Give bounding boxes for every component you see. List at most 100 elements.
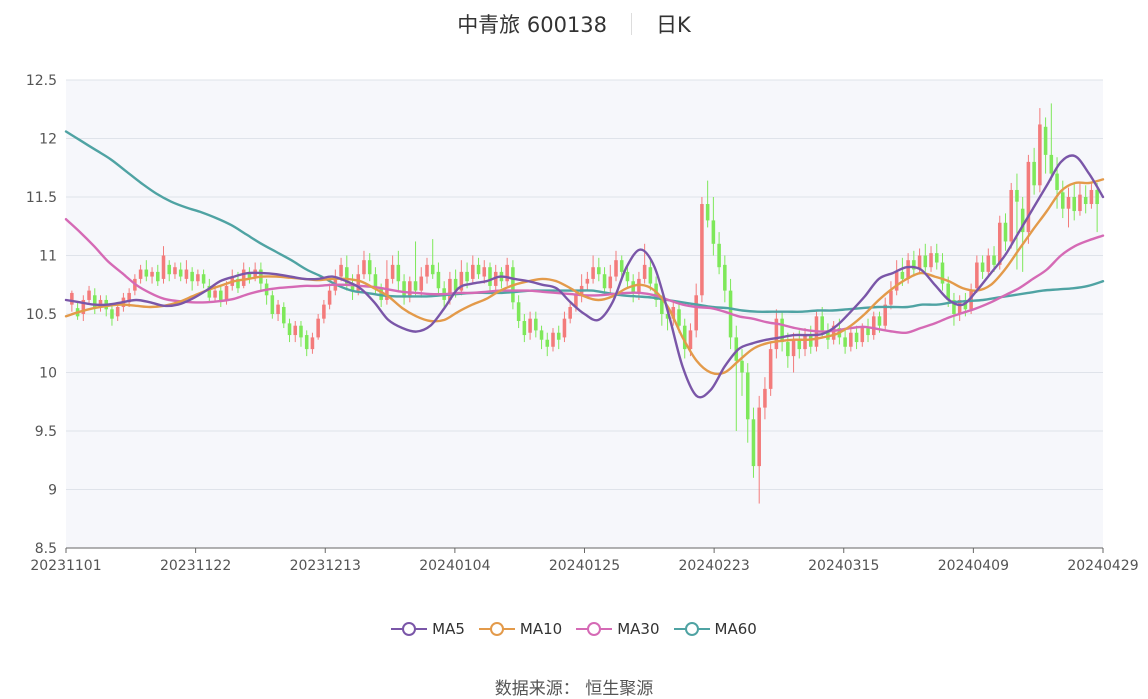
- candle-body: [682, 325, 687, 350]
- candle-body: [734, 337, 739, 361]
- candle-body: [820, 316, 824, 331]
- x-tick-label: 20240429: [1067, 558, 1138, 574]
- candle-body: [843, 337, 847, 347]
- candle-body: [1083, 197, 1088, 205]
- ma5-line: [64, 154, 1105, 399]
- y-tick-label: 12.5: [26, 73, 57, 89]
- candle-body: [1066, 197, 1071, 209]
- candle-body: [287, 323, 292, 336]
- candle-body: [688, 330, 693, 350]
- candle-body: [797, 339, 802, 350]
- candle-body: [539, 330, 544, 340]
- candle-body: [161, 255, 166, 279]
- source-name: 恒生聚源: [585, 679, 654, 699]
- candle-body: [1055, 173, 1059, 190]
- candle-body: [207, 285, 212, 298]
- candle-body: [1078, 194, 1082, 212]
- candle-body: [1095, 189, 1099, 205]
- candle-body: [322, 304, 326, 319]
- candle-body: [534, 318, 538, 331]
- candle-body: [614, 260, 618, 277]
- candle-body: [705, 204, 710, 221]
- candle-body: [476, 264, 481, 275]
- candle-body: [757, 407, 761, 467]
- candle-body: [860, 328, 865, 343]
- legend-label-ma5: MA5: [432, 620, 465, 638]
- candle-body: [574, 295, 578, 307]
- candle-body: [912, 260, 916, 270]
- candle-body: [768, 349, 773, 389]
- candle-body: [304, 335, 309, 350]
- candle-body: [786, 342, 790, 357]
- candle-body: [774, 318, 779, 350]
- candle-body: [430, 264, 435, 275]
- candle-body: [167, 264, 172, 275]
- chart-title: 中青旅 600138 日K: [0, 8, 1148, 40]
- legend-item-ma10[interactable]: MA10: [478, 620, 562, 638]
- candle-body: [173, 267, 177, 275]
- candle-body: [568, 306, 572, 319]
- candle-body: [625, 271, 630, 282]
- candle-body: [178, 269, 183, 277]
- candle-body: [934, 253, 939, 263]
- candle-body: [1060, 192, 1065, 209]
- candle-body: [92, 295, 97, 309]
- candle-body: [700, 204, 704, 296]
- candle-body: [975, 262, 979, 289]
- candle-body: [224, 285, 229, 300]
- candle-body: [396, 264, 401, 282]
- candle-body: [390, 264, 395, 279]
- legend-label-ma60: MA60: [714, 620, 757, 638]
- candle-body: [723, 264, 727, 291]
- candle-body: [247, 271, 252, 279]
- candle-body: [70, 292, 74, 305]
- candle-body: [465, 271, 469, 282]
- candle-body: [957, 299, 962, 314]
- candle-body: [831, 325, 836, 340]
- candle-body: [236, 278, 240, 289]
- kline-chart: 8.5 9 9.5 10 10.5 11 11.5 12 12.5 20231101 2023112…: [26, 73, 1139, 574]
- candle-body: [436, 271, 441, 289]
- candle-body: [671, 306, 676, 319]
- candle-body: [963, 299, 968, 310]
- candle-body: [144, 269, 149, 277]
- candle-body: [453, 278, 458, 291]
- x-tick-label: 20231101: [30, 558, 101, 574]
- candle-body: [310, 337, 315, 350]
- candle-body: [745, 372, 750, 420]
- candle-body: [350, 283, 355, 291]
- candle-body: [316, 318, 320, 338]
- candle-body: [952, 299, 956, 314]
- candle-body: [986, 255, 991, 272]
- candle-body: [327, 290, 332, 305]
- candle-body: [1072, 197, 1077, 212]
- candle-body: [1032, 161, 1036, 186]
- candle-body: [488, 267, 492, 286]
- candle-body: [299, 325, 303, 338]
- candle-body: [184, 269, 189, 279]
- candle-body: [556, 332, 561, 340]
- candle-body: [345, 267, 349, 284]
- candle-body: [127, 292, 131, 303]
- candle-body: [883, 304, 887, 326]
- candle-body: [619, 260, 624, 272]
- ma60-line: [64, 130, 1105, 313]
- candle-body: [471, 264, 475, 279]
- candle-body: [138, 269, 143, 279]
- candle-body: [505, 264, 509, 282]
- candle-body: [763, 388, 767, 408]
- legend-item-ma60[interactable]: MA60: [673, 620, 757, 638]
- candle-body: [900, 271, 905, 279]
- candle-body: [808, 335, 813, 347]
- legend-item-ma5[interactable]: MA5: [391, 620, 465, 638]
- candle-body: [871, 316, 876, 336]
- candle-body: [196, 274, 200, 282]
- candle-body: [87, 290, 91, 300]
- legend-item-ma30[interactable]: MA30: [576, 620, 660, 638]
- y-tick-label: 9.5: [35, 424, 57, 440]
- candle-body: [408, 281, 412, 298]
- candle-body: [980, 262, 985, 272]
- candle-body: [362, 260, 366, 275]
- candle-body: [997, 222, 1002, 265]
- candle-body: [201, 274, 206, 284]
